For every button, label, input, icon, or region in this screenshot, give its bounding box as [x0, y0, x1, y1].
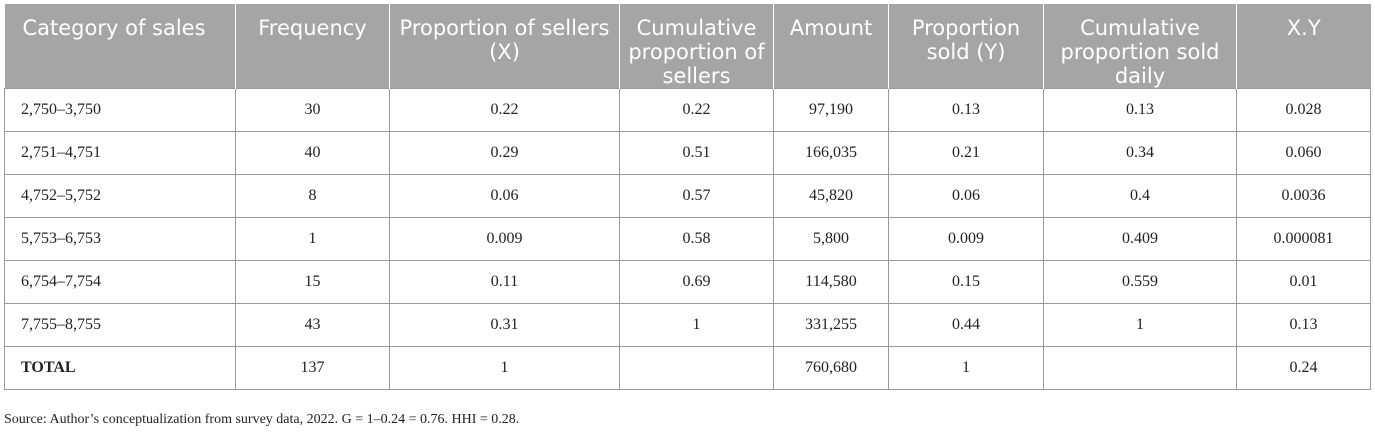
cell-frequency: 137 [235, 346, 390, 390]
cell-frequency: 30 [235, 88, 390, 132]
cell-cumulative-sold: 0.4 [1043, 174, 1237, 218]
cell-category: 4,752–5,752 [4, 174, 236, 218]
cell-amount: 45,820 [773, 174, 889, 218]
cell-category: 5,753–6,753 [4, 217, 236, 261]
header-frequency: Frequency [235, 4, 390, 89]
cell-cumulative-sold: 0.559 [1043, 260, 1237, 304]
cell-cumulative-sellers: 0.22 [619, 88, 774, 132]
cell-frequency: 15 [235, 260, 390, 304]
cell-proportion-sellers: 0.009 [389, 217, 620, 261]
table-row: 2,750–3,750 30 0.22 0.22 97,190 0.13 0.1… [4, 88, 1371, 132]
cell-cumulative-sellers: 1 [619, 303, 774, 347]
cell-cumulative-sellers: 0.69 [619, 260, 774, 304]
cell-xy: 0.028 [1236, 88, 1371, 132]
cell-proportion-sold: 0.21 [888, 131, 1044, 175]
cell-proportion-sold: 0.44 [888, 303, 1044, 347]
cell-cumulative-sellers: 0.51 [619, 131, 774, 175]
cell-proportion-sold: 0.15 [888, 260, 1044, 304]
cell-amount: 166,035 [773, 131, 889, 175]
cell-total-label: TOTAL [4, 346, 236, 390]
cell-cumulative-sold: 0.34 [1043, 131, 1237, 175]
cell-cumulative-sold: 0.409 [1043, 217, 1237, 261]
sales-table: Category of sales Frequency Proportion o… [4, 4, 1371, 390]
cell-proportion-sellers: 0.06 [389, 174, 620, 218]
cell-category: 2,750–3,750 [4, 88, 236, 132]
cell-category: 6,754–7,754 [4, 260, 236, 304]
cell-frequency: 8 [235, 174, 390, 218]
header-xy: X.Y [1236, 4, 1371, 89]
header-proportion-sellers: Proportion of sellers (X) [389, 4, 620, 89]
cell-amount: 331,255 [773, 303, 889, 347]
cell-cumulative-sold: 1 [1043, 303, 1237, 347]
table-row: 6,754–7,754 15 0.11 0.69 114,580 0.15 0.… [4, 260, 1371, 304]
cell-proportion-sold: 0.06 [888, 174, 1044, 218]
cell-category: 7,755–8,755 [4, 303, 236, 347]
table-row: 7,755–8,755 43 0.31 1 331,255 0.44 1 0.1… [4, 303, 1371, 347]
table-row: 4,752–5,752 8 0.06 0.57 45,820 0.06 0.4 … [4, 174, 1371, 218]
header-cumulative-sellers: Cumulative proportion of sellers [619, 4, 774, 89]
cell-cumulative-sold: 0.13 [1043, 88, 1237, 132]
cell-xy: 0.13 [1236, 303, 1371, 347]
cell-proportion-sellers: 0.22 [389, 88, 620, 132]
cell-proportion-sellers: 1 [389, 346, 620, 390]
cell-xy: 0.24 [1236, 346, 1371, 390]
cell-amount: 5,800 [773, 217, 889, 261]
cell-xy: 0.0036 [1236, 174, 1371, 218]
table-total-row: TOTAL 137 1 760,680 1 0.24 [4, 346, 1371, 390]
cell-frequency: 1 [235, 217, 390, 261]
source-footnote: Source: Author’s conceptualization from … [4, 412, 520, 427]
cell-category: 2,751–4,751 [4, 131, 236, 175]
cell-proportion-sellers: 0.29 [389, 131, 620, 175]
cell-cumulative-sellers: 0.57 [619, 174, 774, 218]
cell-proportion-sold: 1 [888, 346, 1044, 390]
cell-cumulative-sellers [619, 346, 774, 390]
table-header-row: Category of sales Frequency Proportion o… [4, 4, 1371, 89]
cell-cumulative-sold [1043, 346, 1237, 390]
header-amount: Amount [773, 4, 889, 89]
header-category: Category of sales [4, 4, 236, 89]
header-proportion-sold: Proportion sold (Y) [888, 4, 1044, 89]
cell-frequency: 43 [235, 303, 390, 347]
cell-amount: 760,680 [773, 346, 889, 390]
data-table-container: Category of sales Frequency Proportion o… [4, 4, 1371, 390]
cell-proportion-sellers: 0.31 [389, 303, 620, 347]
cell-xy: 0.060 [1236, 131, 1371, 175]
table-row: 2,751–4,751 40 0.29 0.51 166,035 0.21 0.… [4, 131, 1371, 175]
cell-proportion-sellers: 0.11 [389, 260, 620, 304]
cell-xy: 0.01 [1236, 260, 1371, 304]
cell-frequency: 40 [235, 131, 390, 175]
cell-xy: 0.000081 [1236, 217, 1371, 261]
table-row: 5,753–6,753 1 0.009 0.58 5,800 0.009 0.4… [4, 217, 1371, 261]
cell-proportion-sold: 0.009 [888, 217, 1044, 261]
cell-amount: 97,190 [773, 88, 889, 132]
cell-amount: 114,580 [773, 260, 889, 304]
cell-proportion-sold: 0.13 [888, 88, 1044, 132]
cell-cumulative-sellers: 0.58 [619, 217, 774, 261]
header-cumulative-sold: Cumulative proportion sold daily [1043, 4, 1237, 89]
